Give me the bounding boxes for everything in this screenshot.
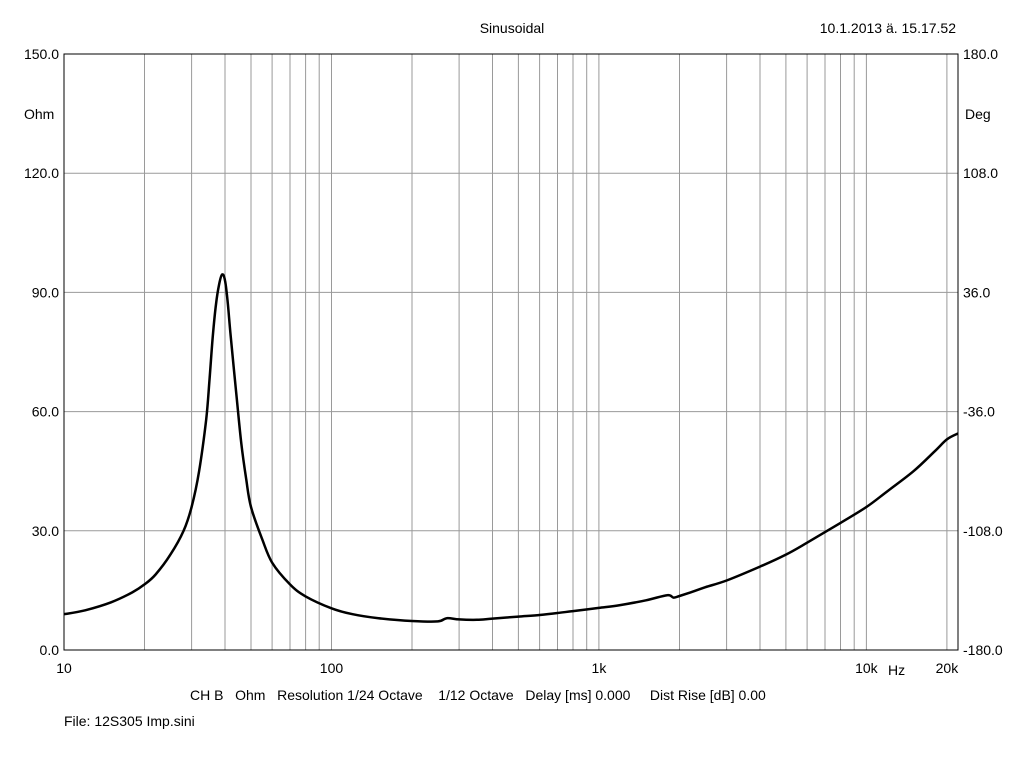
y-tick-label: 0.0 [40,642,60,658]
x-tick-label: 10 [56,660,72,676]
y2-tick-label: -36.0 [963,404,995,420]
y-tick-label: 150.0 [24,46,59,62]
y-tick-label: 30.0 [32,523,59,539]
plot-background [64,54,958,650]
x-tick-label: 20k [936,660,960,676]
y2-tick-label: 108.0 [963,165,998,181]
y2-tick-label: -108.0 [963,523,1003,539]
tick-labels: 0.0 30.0 60.0 90.0 120.0 150.0 -180.0 -108.0 -36… [24,46,1003,676]
plot-frame [63,53,959,651]
x-tick-label: 100 [320,660,344,676]
x-tick-label: 10k [855,660,879,676]
y-tick-label: 90.0 [32,284,59,300]
impedance-curve [63,273,959,623]
y-tick-label: 60.0 [32,404,59,420]
y-axis-label-left: Ohm [24,106,55,122]
x-unit-label: Hz [888,662,906,678]
y2-tick-label: 36.0 [963,284,990,300]
y-axis-label-right: Deg [965,106,991,122]
y2-tick-label: 180.0 [963,46,998,62]
grid [64,54,958,650]
y2-tick-label: -180.0 [963,642,1003,658]
y-tick-label: 120.0 [24,165,59,181]
measurement-info: CH B Ohm Resolution 1/24 Octave 1/12 Oct… [190,687,766,703]
chart-title: Sinusoidal [479,20,545,36]
timestamp: 10.1.2013 ä. 15.17.52 [819,20,956,36]
file-name: File: 12S305 Imp.sini [64,713,195,729]
x-tick-label: 1k [592,660,608,676]
